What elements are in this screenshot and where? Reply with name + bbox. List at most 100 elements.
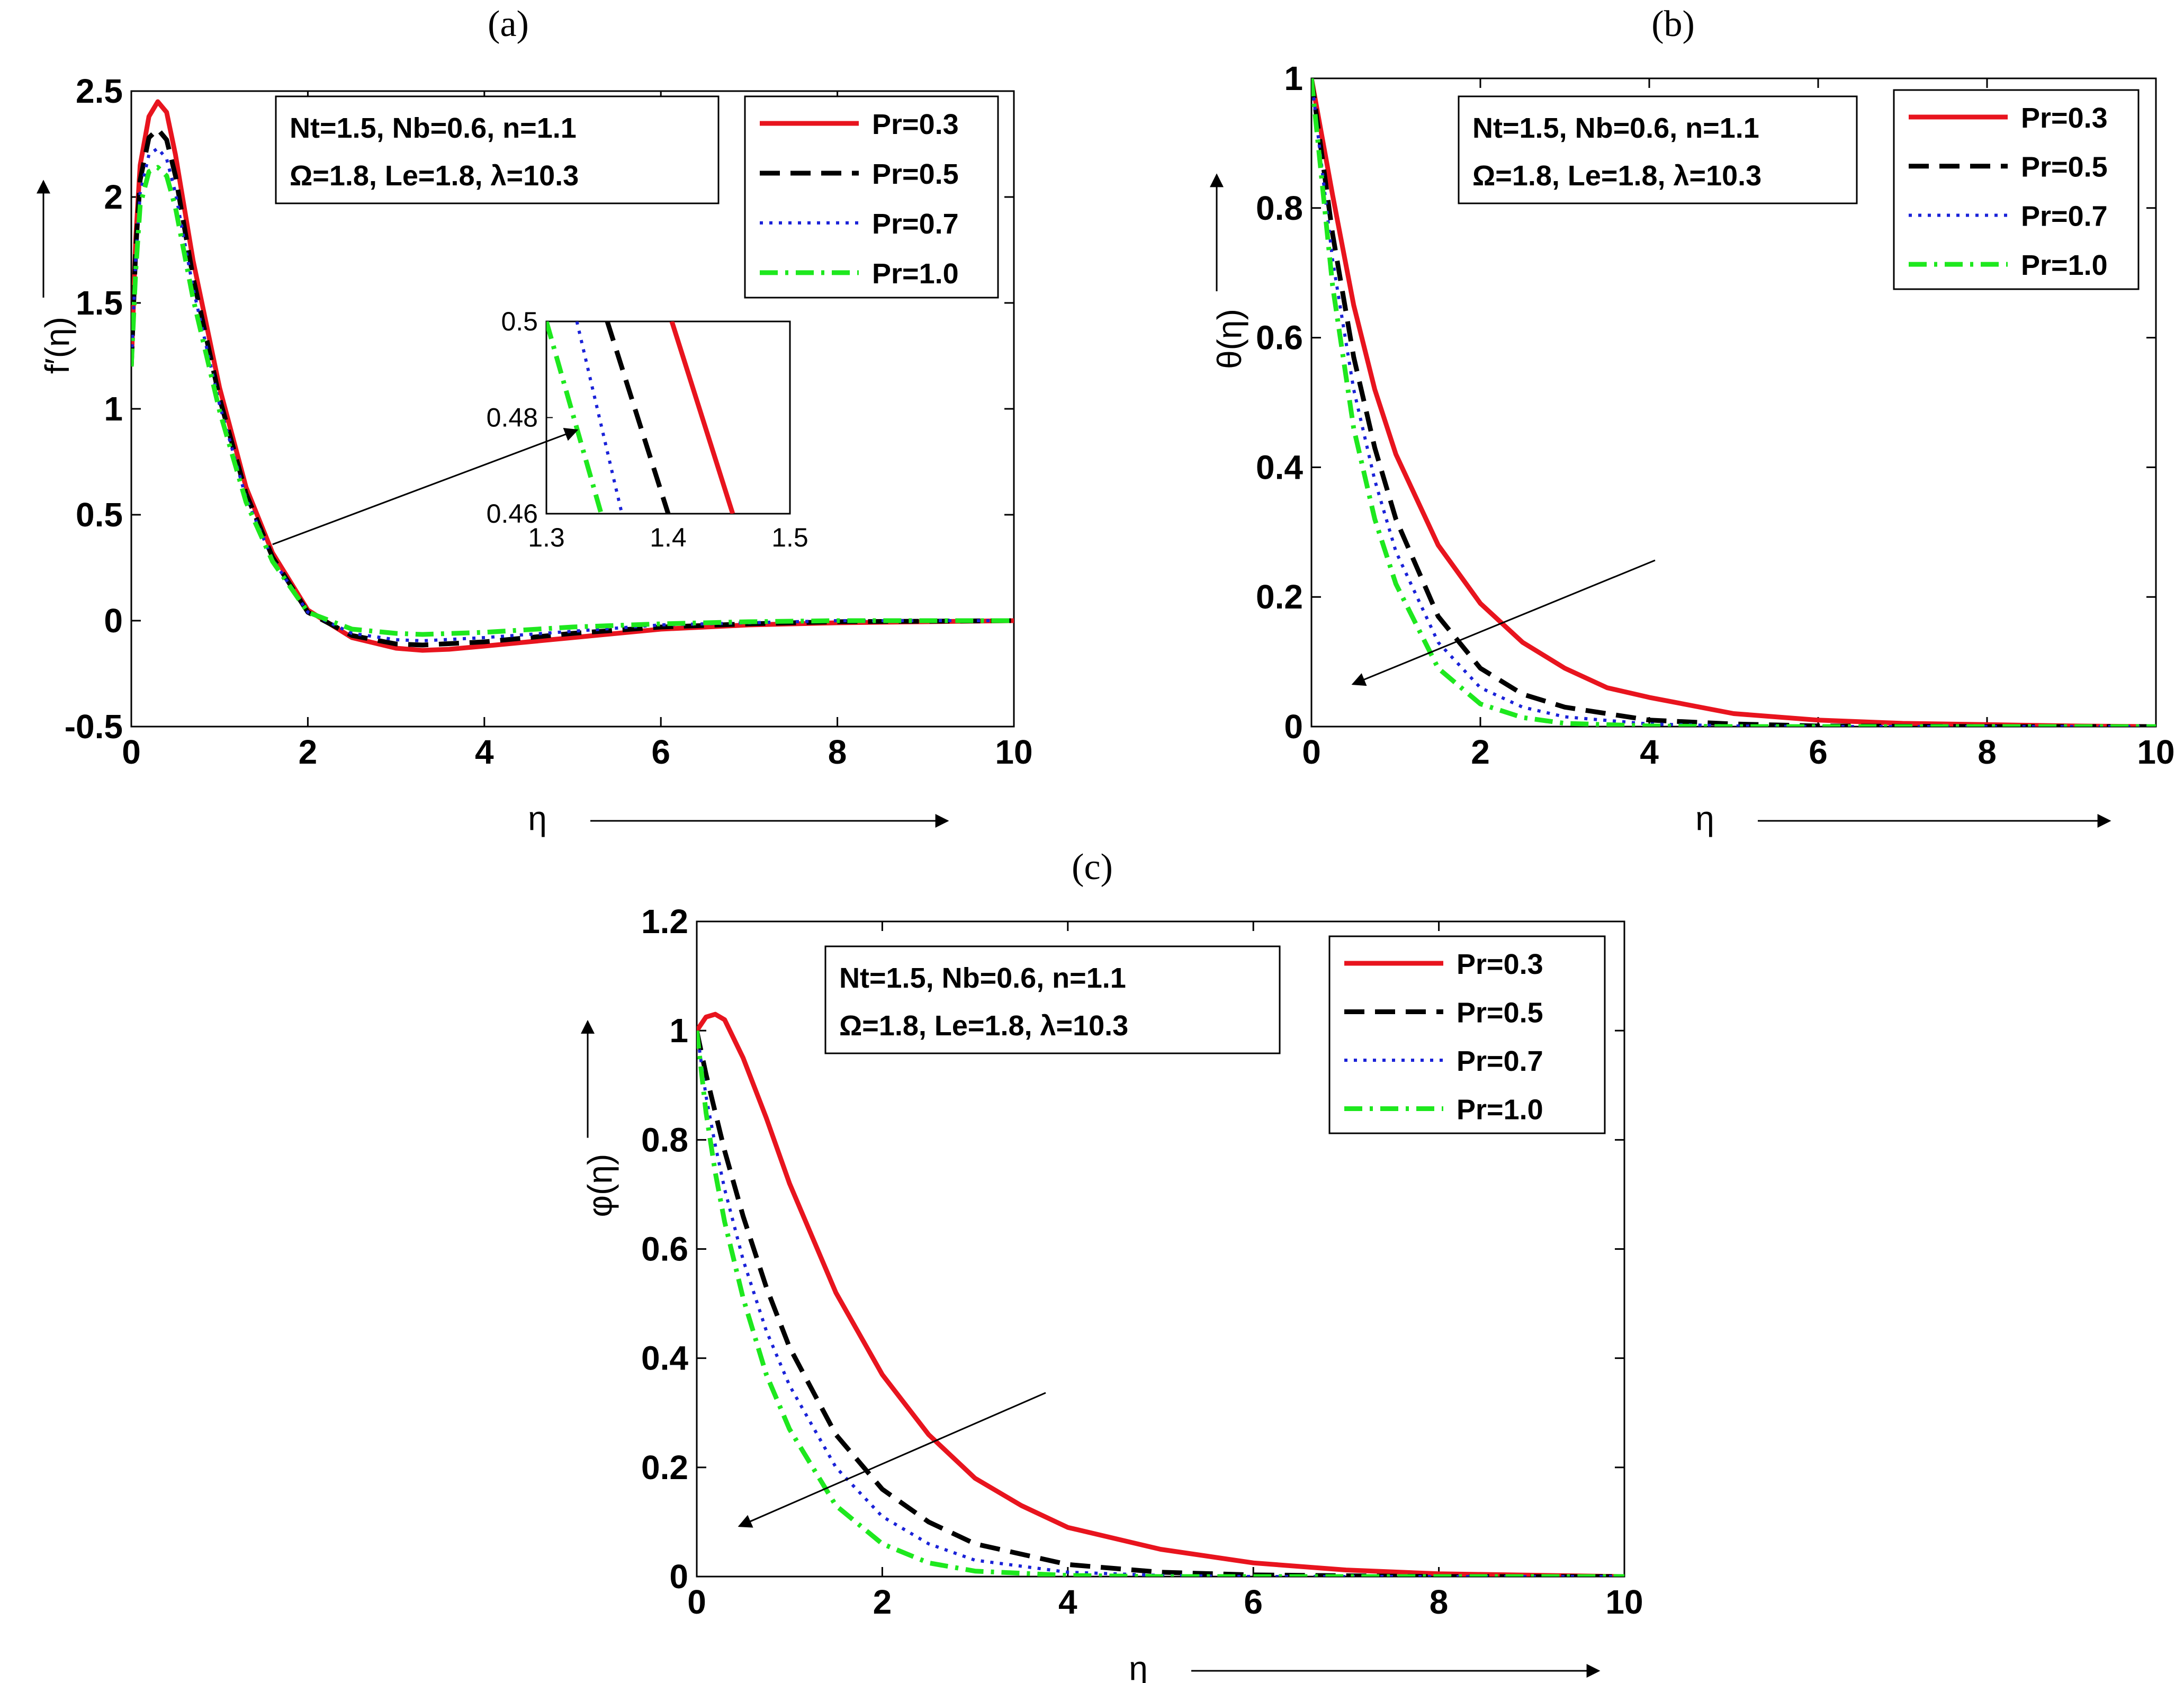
legend-entry: Pr=0.7 xyxy=(872,208,959,240)
annotation-text: Ω=1.8, Le=1.8, λ=10.3 xyxy=(1472,160,1761,192)
x-axis-label: η xyxy=(528,799,547,837)
y-tick-label: 0 xyxy=(104,602,123,640)
legend-box xyxy=(1893,89,2140,290)
x-tick-label: 4 xyxy=(475,733,494,771)
series-line-pr-0-3 xyxy=(1311,78,2156,727)
trend-arrow xyxy=(738,1392,1046,1528)
y-tick-label: 0.8 xyxy=(1256,189,1303,227)
legend-entry: Pr=0.3 xyxy=(1457,948,1543,980)
zoom-arrow xyxy=(272,428,579,545)
panel-label: (a) xyxy=(488,4,529,44)
y-tick-label: 0.6 xyxy=(1256,319,1303,357)
inset-y-tick-label: 0.46 xyxy=(487,499,538,529)
panel-label: (c) xyxy=(1072,847,1113,888)
y-tick-label: 2 xyxy=(104,178,123,216)
x-tick-label: 0 xyxy=(122,733,141,771)
panel-a: (a)0 2 4 6 8 10-0.500.511.522.5ηf′(η)Nt=1.5, … xyxy=(37,4,1033,837)
series-group xyxy=(131,99,1014,653)
x-tick-label: 4 xyxy=(1640,733,1659,771)
y-axis-label: θ(η) xyxy=(1210,309,1248,369)
inset-series-line xyxy=(605,321,671,514)
annotation-box xyxy=(275,95,720,204)
inset-x-tick-label: 1.3 xyxy=(528,523,565,552)
annotation-text: Nt=1.5, Nb=0.6, n=1.1 xyxy=(1472,112,1759,144)
panel-c: (c) 0 2 4 6 8 10 0 0.2 0.4 0.6 0.8 1 1.2 η φ(η) Nt=1.5, … xyxy=(581,847,1643,1683)
annotation-box xyxy=(824,945,1281,1054)
trend-arrow xyxy=(1351,559,1656,686)
x-tick-label: 6 xyxy=(1809,733,1828,771)
y-tick-label: 0.8 xyxy=(641,1121,688,1159)
x-tick-label: 2 xyxy=(873,1583,892,1621)
x-tick-label: 10 xyxy=(995,733,1032,771)
panel-label: (b) xyxy=(1651,4,1695,44)
annotation-text: Nt=1.5, Nb=0.6, n=1.1 xyxy=(290,112,577,144)
x-tick-label: 2 xyxy=(299,733,318,771)
inset-x-tick-label: 1.5 xyxy=(771,523,808,552)
legend-entry: Pr=1.0 xyxy=(872,258,959,290)
legend-entry: Pr=0.5 xyxy=(1457,997,1543,1029)
legend-box xyxy=(744,95,999,299)
legend-entry: Pr=0.7 xyxy=(1457,1045,1543,1077)
x-tick-label: 8 xyxy=(1978,733,1997,771)
y-tick-label: 0.4 xyxy=(641,1339,688,1377)
y-tick-label: 1 xyxy=(104,390,123,428)
series-line-pr-0-7 xyxy=(697,1030,1624,1577)
inset-series-line xyxy=(546,321,604,514)
panel-b: (b) 0 2 4 6 8 10 0 0.2 0.4 0.6 0.8 1 η θ(η) Nt=1.5, Nb=… xyxy=(1210,4,2175,837)
inset-y-tick-label: 0.5 xyxy=(501,307,538,336)
inset-frame xyxy=(545,320,791,515)
series-line-pr-1-0 xyxy=(1311,78,2156,727)
x-tick-label: 0 xyxy=(687,1583,706,1621)
y-tick-label: 0.5 xyxy=(76,496,123,534)
series-group xyxy=(1311,78,2156,727)
series-line-pr-1-0 xyxy=(131,165,1014,637)
legend-entry: Pr=0.7 xyxy=(2021,200,2108,232)
x-tick-label: 10 xyxy=(2137,733,2174,771)
legend-entry: Pr=0.5 xyxy=(872,158,959,190)
x-tick-label: 6 xyxy=(651,733,670,771)
y-tick-label: 0 xyxy=(1284,708,1303,746)
x-tick-label: 0 xyxy=(1302,733,1321,771)
y-tick-label: 1.2 xyxy=(641,902,688,941)
inset: 1.3 1.4 1.5 0.46 0.48 0.5 xyxy=(487,307,808,552)
y-tick-label: 0.6 xyxy=(641,1230,688,1268)
legend-entry: Pr=0.3 xyxy=(2021,102,2108,134)
x-axis-label: η xyxy=(1129,1649,1148,1683)
x-tick-label: 4 xyxy=(1058,1583,1077,1621)
x-tick-label: 2 xyxy=(1471,733,1490,771)
x-axis-label: η xyxy=(1695,799,1714,837)
series-line-pr-0-5 xyxy=(697,1030,1624,1577)
legend-box xyxy=(1328,935,1606,1134)
legend-entry: Pr=1.0 xyxy=(2021,249,2108,281)
y-axis-label: f′(η) xyxy=(38,317,76,374)
y-tick-label: 0.2 xyxy=(641,1448,688,1487)
x-tick-label: 6 xyxy=(1244,1583,1263,1621)
y-tick-label: 1 xyxy=(669,1011,688,1050)
series-line-pr-1-0 xyxy=(697,1030,1624,1577)
annotation-text: Ω=1.8, Le=1.8, λ=10.3 xyxy=(839,1010,1128,1042)
legend-entry: Pr=0.3 xyxy=(872,109,959,140)
y-tick-label: 1 xyxy=(1284,59,1303,97)
legend-entry: Pr=1.0 xyxy=(1457,1094,1543,1126)
legend-entry: Pr=0.5 xyxy=(2021,151,2108,183)
y-tick-label: 0.2 xyxy=(1256,578,1303,616)
inset-x-tick-label: 1.4 xyxy=(650,523,687,552)
x-tick-label: 8 xyxy=(828,733,847,771)
inset-y-tick-label: 0.48 xyxy=(487,403,538,433)
series-group xyxy=(697,1011,1624,1577)
y-tick-label: 1.5 xyxy=(76,284,123,322)
y-axis-label: φ(η) xyxy=(581,1154,619,1218)
y-tick-label: -0.5 xyxy=(65,708,123,746)
series-line-pr-0-3 xyxy=(697,1011,1624,1577)
annotation-box xyxy=(1458,95,1858,204)
x-tick-label: 8 xyxy=(1430,1583,1449,1621)
annotation-text: Nt=1.5, Nb=0.6, n=1.1 xyxy=(839,962,1126,994)
x-tick-label: 10 xyxy=(1605,1583,1643,1621)
annotation-text: Ω=1.8, Le=1.8, λ=10.3 xyxy=(290,160,579,192)
inset-series-line xyxy=(575,321,624,514)
y-tick-label: 0 xyxy=(669,1557,688,1596)
y-tick-label: 0.4 xyxy=(1256,448,1303,486)
inset-series-group xyxy=(546,321,735,514)
inset-series-line xyxy=(669,321,735,514)
